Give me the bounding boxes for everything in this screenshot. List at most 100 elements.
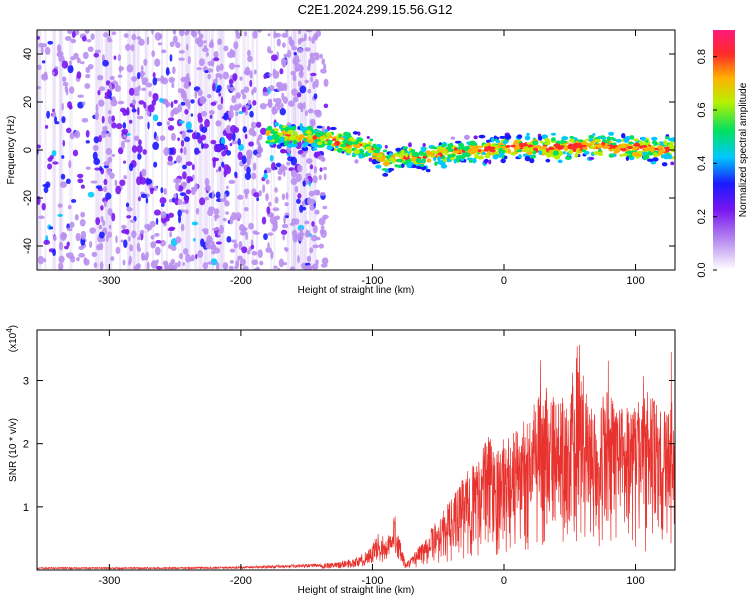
- spectrum-blob: [123, 174, 127, 180]
- spectrum-ridge-cell: [447, 154, 453, 158]
- spectrum-ridge-cell: [368, 157, 373, 162]
- spectrum-blob: [308, 181, 311, 187]
- spectrum-ridge-cell: [592, 133, 596, 136]
- spectrum-ridge-cell: [669, 141, 674, 145]
- spectrum-blob: [323, 78, 329, 87]
- spectrum-ridge-cell: [609, 136, 615, 140]
- spectrum-blob: [253, 86, 257, 94]
- spectrum-blob: [154, 232, 160, 237]
- spectrum-blob: [59, 181, 67, 188]
- spectrum-blob: [314, 52, 320, 61]
- spectrum-blob: [101, 115, 105, 124]
- spectrum-peak: [497, 145, 502, 149]
- spectrum-blob: [286, 161, 291, 166]
- spectrum-blob: [160, 75, 165, 84]
- spectrum-ridge-cell: [492, 154, 499, 160]
- spectrum-blob: [87, 46, 94, 52]
- spectrum-blob: [140, 70, 144, 80]
- spectrum-peak: [549, 147, 555, 151]
- spectrum-streak: [290, 30, 293, 270]
- spectrum-blob: [217, 104, 223, 111]
- spectrum-blob: [242, 93, 247, 100]
- spectrum-blob: [247, 55, 253, 62]
- spectrum-blob: [154, 246, 161, 256]
- spectrum-blob: [274, 187, 278, 193]
- spectrum-ridge-cell: [568, 138, 575, 143]
- spectrum-peak: [663, 146, 670, 150]
- spectrum-blob: [77, 178, 84, 184]
- spectrum-blob: [115, 246, 121, 255]
- spectrum-blob: [256, 137, 260, 146]
- spectrum-blob: [308, 58, 312, 66]
- spectrum-blob: [223, 168, 227, 178]
- spectrum-ridge-cell: [495, 139, 501, 144]
- spectrum-blob: [136, 36, 142, 40]
- spectrum-ridge-cell: [618, 143, 623, 148]
- spectrum-blob: [93, 52, 100, 58]
- spectrum-ridge-cell: [656, 145, 664, 150]
- spectrum-blob: [228, 78, 234, 85]
- spectrum-blob: [62, 139, 66, 147]
- spectrum-blob: [321, 257, 329, 265]
- spectrum-ridge-cell: [389, 152, 394, 156]
- spectrum-blob: [41, 202, 46, 211]
- spectrum-ridge-cell: [365, 146, 373, 150]
- spectrum-streak: [200, 30, 204, 270]
- spectrum-blob: [279, 68, 284, 75]
- spectrum-blob: [92, 144, 99, 152]
- spectrum-blob: [138, 196, 141, 202]
- spectrum-ridge-cell: [326, 140, 332, 146]
- spectrum-streak: [243, 30, 247, 270]
- spectrum-ridge-cell: [504, 155, 508, 160]
- spectrum-blob: [307, 108, 314, 114]
- spectrum-ridge-cell: [335, 145, 339, 149]
- spectrum-blob: [225, 149, 232, 156]
- spectrum-ridge-cell: [297, 136, 302, 142]
- spectrum-streak: [236, 30, 240, 270]
- spectrum-blob: [84, 83, 91, 89]
- spectrum-blob: [111, 212, 116, 222]
- spectrum-streak: [58, 30, 63, 270]
- spectrum-ridge-cell: [645, 140, 649, 143]
- spectrum-blob: [297, 59, 301, 63]
- spectrum-blob: [115, 185, 121, 195]
- spectrum-blob: [197, 250, 204, 258]
- spectrum-ridge-cell: [420, 163, 425, 168]
- spectrum-blob: [98, 135, 102, 143]
- spectrum-ridge-cell: [266, 135, 273, 141]
- spectrogram-y-label: Frequency (Hz): [6, 116, 17, 185]
- spectrum-blob: [52, 248, 56, 257]
- spectrum-ridge-cell: [410, 149, 416, 153]
- spectrum-blob: [179, 253, 184, 260]
- spectrum-blob: [305, 158, 313, 164]
- spectrum-blob: [113, 55, 117, 60]
- spectrum-blob: [268, 201, 272, 207]
- spectrum-blob: [141, 87, 147, 91]
- spectrum-blob: [126, 215, 132, 219]
- spectrum-ridge-cell: [345, 148, 353, 154]
- spectrum-ridge-cell: [473, 135, 478, 140]
- spectrum-blob: [259, 102, 267, 110]
- spectrum-blob: [74, 130, 81, 139]
- spectrum-blob: [296, 164, 303, 173]
- spectrum-blob: [287, 100, 295, 107]
- spectrum-peak: [466, 150, 473, 154]
- spectrum-blob: [267, 242, 270, 250]
- spectrum-ridge-cell: [653, 152, 658, 158]
- spectrum-ridge-cell: [468, 159, 474, 163]
- spectrum-blob: [66, 227, 73, 232]
- spectrum-blob: [131, 108, 137, 113]
- spectrum-blob: [234, 171, 238, 177]
- spectrum-blob: [77, 101, 84, 109]
- spectrum-blob: [170, 258, 176, 265]
- spectrum-blob: [178, 215, 182, 224]
- spectrum-blob: [231, 140, 238, 145]
- spectrum-blob: [159, 135, 166, 141]
- spectrum-blob: [185, 253, 191, 263]
- spectrum-blob: [196, 67, 202, 71]
- spectrum-blob: [75, 232, 81, 242]
- spectrum-blob: [252, 162, 257, 171]
- spectrum-blob: [215, 241, 222, 245]
- spectrum-blob: [175, 182, 180, 191]
- spectrum-peak: [484, 146, 490, 150]
